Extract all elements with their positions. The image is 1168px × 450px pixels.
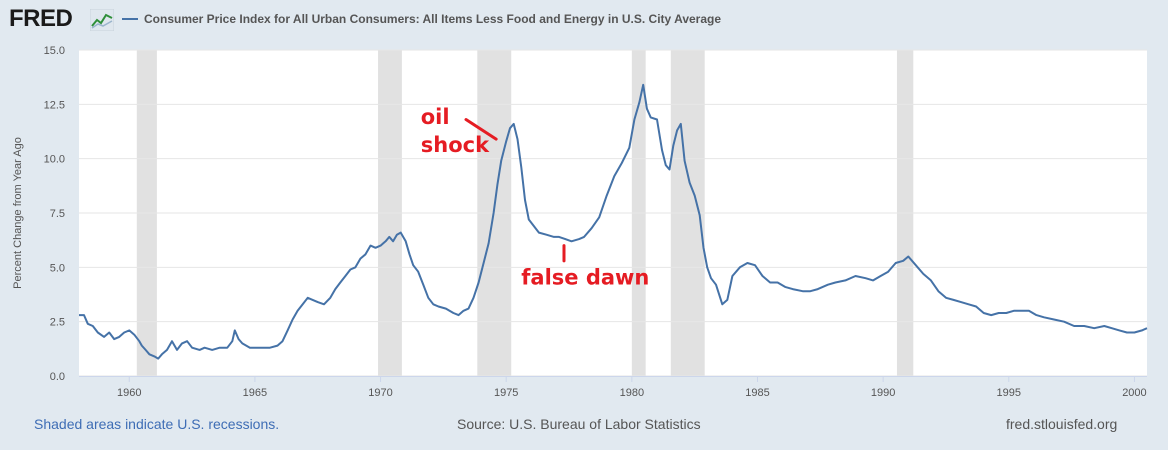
y-axis-ticks: 0.0 2.5 5.0 7.5 10.0 12.5 15.0 [44, 45, 65, 383]
x-tick-label: 1985 [745, 387, 769, 399]
y-tick-label: 10.0 [44, 154, 65, 166]
x-tick-label: 2000 [1122, 387, 1146, 399]
y-tick-label: 15.0 [44, 45, 65, 57]
annotation-text: shock [421, 133, 490, 157]
series-layer [79, 83, 1148, 360]
source-text: Source: U.S. Bureau of Labor Statistics [457, 416, 701, 432]
x-tick-label: 1970 [368, 387, 392, 399]
legend[interactable]: Consumer Price Index for All Urban Consu… [122, 11, 721, 27]
annotations: oil shock false dawn [421, 105, 650, 290]
x-tick-label: 1960 [117, 387, 141, 399]
y-axis-label: Percent Change from Year Ago [12, 137, 24, 289]
x-tick-label: 1965 [243, 387, 267, 399]
y-tick-label: 0.0 [50, 371, 65, 383]
annotation-text: oil [421, 105, 450, 129]
y-tick-label: 2.5 [50, 317, 65, 329]
x-tick-label: 1990 [871, 387, 895, 399]
fred-logo[interactable]: FRED [9, 5, 73, 32]
y-tick-label: 5.0 [50, 262, 65, 274]
site-link[interactable]: fred.stlouisfed.org [1006, 416, 1118, 432]
chart-header: FRED Consumer Price Index for All Urban … [0, 0, 1168, 40]
legend-label: Consumer Price Index for All Urban Consu… [144, 12, 722, 26]
chart-line-icon [90, 9, 114, 31]
y-tick-label: 12.5 [44, 99, 65, 111]
x-tick-label: 1980 [620, 387, 644, 399]
annotation-text: false dawn [521, 266, 649, 290]
recession-note: Shaded areas indicate U.S. recessions. [34, 416, 280, 432]
gridlines [79, 49, 1147, 377]
annotation-mark [464, 118, 498, 141]
legend-swatch [122, 18, 138, 20]
y-tick-label: 7.5 [50, 208, 65, 220]
x-tick-label: 1995 [997, 387, 1021, 399]
series-line [79, 83, 1148, 360]
x-axis-ticks: 1960 1965 1970 1975 1980 1985 1990 1995 2000 [79, 376, 1147, 399]
x-tick-label: 1975 [494, 387, 518, 399]
